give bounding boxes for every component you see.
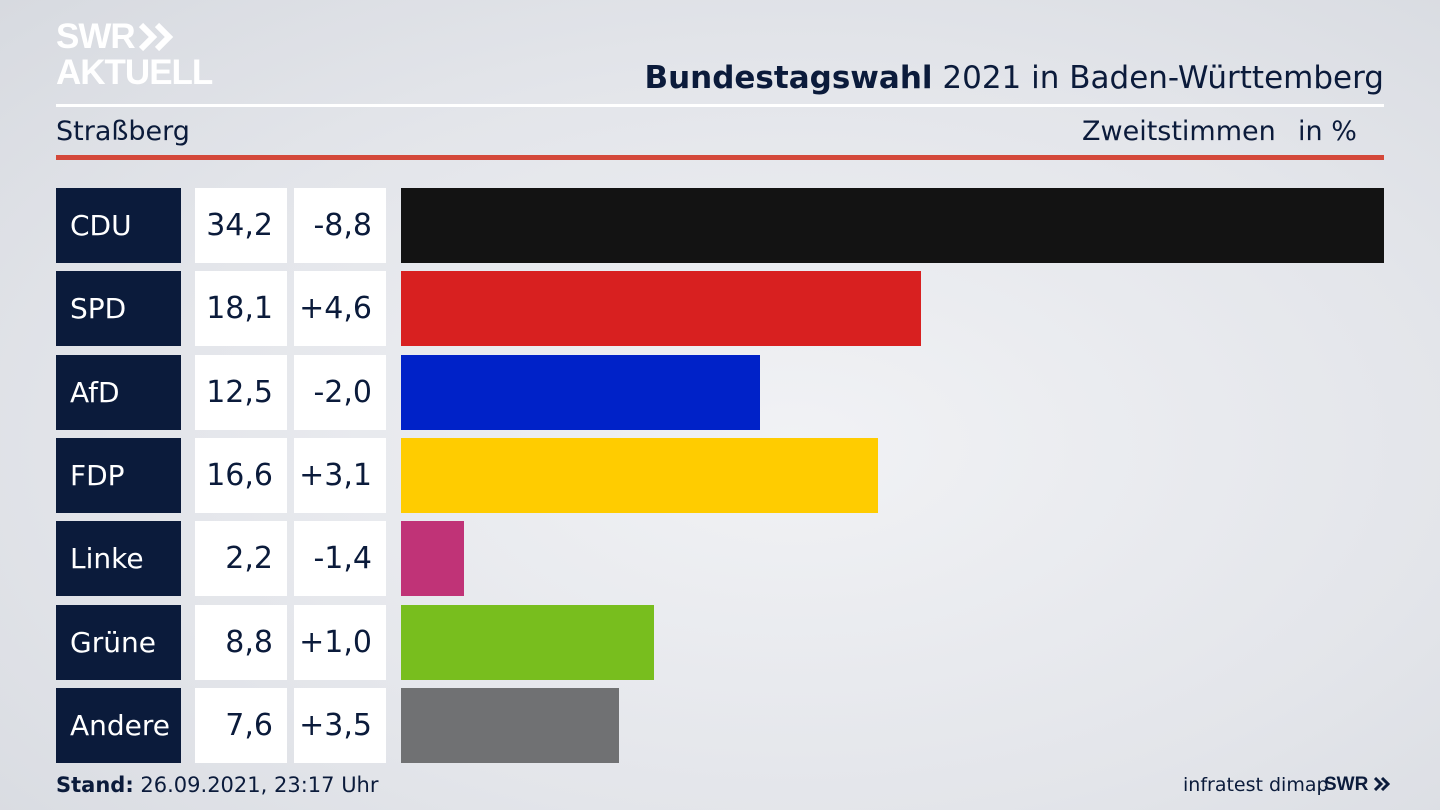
change-label: +1,0: [294, 604, 386, 680]
vote-share-label: 2,2: [195, 521, 287, 597]
logo-line-1: SWR: [56, 17, 136, 56]
accent-divider: [56, 155, 1384, 160]
party-label: AfD: [56, 354, 181, 430]
chevron-double-right-icon: [1373, 776, 1390, 792]
title-rest: 2021 in Baden-Württemberg: [942, 60, 1384, 96]
change-label: +3,1: [294, 437, 386, 513]
change-label: -1,4: [294, 521, 386, 597]
bar: [401, 437, 878, 513]
header-divider: [56, 104, 1384, 107]
page-title: Bundestagswahl 2021 in Baden-Württemberg: [644, 58, 1384, 98]
result-row: Linke 2,2 -1,4: [0, 521, 1440, 597]
vote-share-label: 12,5: [195, 354, 287, 430]
title-bold: Bundestagswahl: [644, 60, 933, 96]
vote-share-label: 34,2: [195, 188, 287, 263]
bar: [401, 687, 619, 763]
chevron-double-right-icon: [138, 22, 174, 52]
result-row: Andere 7,6 +3,5: [0, 687, 1440, 763]
party-label: Andere: [56, 687, 181, 763]
vote-share-label: 16,6: [195, 437, 287, 513]
brand-text: SWR: [1324, 774, 1369, 795]
party-label: Linke: [56, 521, 181, 597]
result-row: CDU 34,2 -8,8: [0, 188, 1440, 263]
timestamp-label: Stand:: [56, 773, 134, 797]
timestamp: Stand: 26.09.2021, 23:17 Uhr: [56, 771, 379, 799]
bar: [401, 271, 921, 347]
swr-footer-logo: SWR: [1324, 773, 1390, 797]
result-row: Grüne 8,8 +1,0: [0, 604, 1440, 680]
timestamp-value: 26.09.2021, 23:17 Uhr: [140, 773, 379, 797]
logo-line-2: AKTUELL: [56, 53, 213, 92]
place-name: Straßberg: [56, 116, 190, 147]
party-label: SPD: [56, 271, 181, 347]
party-label: CDU: [56, 188, 181, 263]
change-label: +3,5: [294, 687, 386, 763]
source-label: infratest dimap: [1183, 774, 1329, 796]
swr-aktuell-logo: SWR AKTUELL: [56, 16, 226, 92]
result-row: FDP 16,6 +3,1: [0, 437, 1440, 513]
party-label: FDP: [56, 437, 181, 513]
result-row: SPD 18,1 +4,6: [0, 271, 1440, 347]
bar: [401, 604, 654, 680]
vote-type-label: Zweitstimmen: [1082, 116, 1276, 147]
result-row: AfD 12,5 -2,0: [0, 354, 1440, 430]
unit-label: in %: [1298, 116, 1357, 147]
party-label: Grüne: [56, 604, 181, 680]
vote-share-label: 8,8: [195, 604, 287, 680]
change-label: +4,6: [294, 271, 386, 347]
vote-share-label: 18,1: [195, 271, 287, 347]
bar: [401, 188, 1384, 263]
vote-share-label: 7,6: [195, 687, 287, 763]
bar: [401, 354, 760, 430]
change-label: -8,8: [294, 188, 386, 263]
change-label: -2,0: [294, 354, 386, 430]
bar: [401, 521, 464, 597]
